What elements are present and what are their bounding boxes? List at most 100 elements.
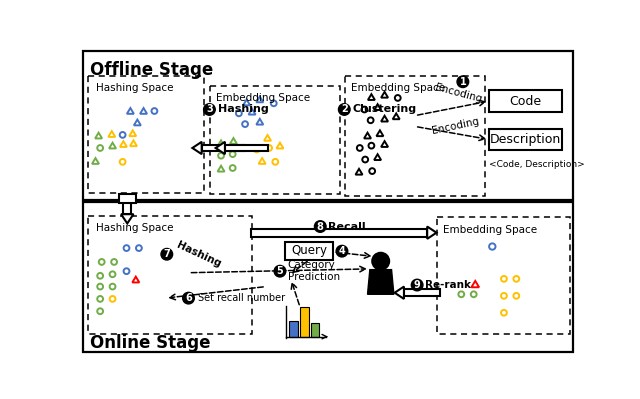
Polygon shape [218,166,225,172]
Circle shape [357,145,363,151]
Text: 6: 6 [185,293,192,303]
Polygon shape [250,229,428,237]
Text: Re-rank: Re-rank [425,280,471,290]
Circle shape [242,121,248,127]
Polygon shape [109,143,116,148]
Bar [88,216,252,334]
Text: Category
Prediction: Category Prediction [288,261,340,282]
Polygon shape [124,202,131,214]
Polygon shape [202,144,245,152]
Polygon shape [256,97,263,102]
Bar [489,129,562,150]
Bar [83,51,573,200]
Polygon shape [381,141,388,147]
Polygon shape [193,142,202,154]
Text: Description: Description [490,133,561,146]
Circle shape [274,265,286,277]
Polygon shape [120,141,127,147]
Circle shape [124,268,129,274]
Text: Embedding Space: Embedding Space [443,225,537,235]
Circle shape [471,291,477,297]
Circle shape [362,157,368,162]
Circle shape [97,145,103,151]
Polygon shape [127,108,134,114]
Text: 5: 5 [276,266,284,276]
Polygon shape [381,116,388,122]
Text: Hashing: Hashing [175,239,222,269]
Bar [210,86,340,194]
Polygon shape [95,133,102,138]
Bar [83,202,573,352]
Polygon shape [264,135,271,141]
Polygon shape [108,131,115,137]
Bar [285,242,333,260]
Bar [119,194,136,203]
Text: Hashing Space: Hashing Space [95,83,173,93]
Polygon shape [367,270,394,294]
Polygon shape [230,138,237,144]
Polygon shape [248,109,255,115]
Circle shape [501,276,507,282]
Circle shape [271,101,276,106]
Text: 9: 9 [413,280,420,290]
Bar [88,75,204,193]
Circle shape [372,253,389,270]
Circle shape [182,292,195,304]
Polygon shape [393,113,400,119]
Text: Clustering: Clustering [353,105,417,115]
Polygon shape [121,214,134,223]
Circle shape [97,296,103,302]
Circle shape [273,159,278,165]
Circle shape [254,146,260,152]
Circle shape [230,151,236,157]
Polygon shape [134,120,141,125]
Circle shape [109,296,115,302]
Circle shape [97,273,103,279]
Circle shape [109,271,115,277]
Circle shape [489,243,495,250]
Circle shape [120,159,125,165]
Polygon shape [225,144,268,152]
Text: 3: 3 [206,105,212,115]
Text: Embedding Space: Embedding Space [351,83,445,93]
Text: Hashing Space: Hashing Space [95,223,173,233]
Text: 2: 2 [341,105,348,115]
Polygon shape [374,154,381,160]
Circle shape [412,279,423,291]
Polygon shape [428,227,436,239]
Circle shape [266,145,272,151]
Circle shape [230,165,236,171]
Circle shape [97,308,103,314]
Circle shape [314,221,326,232]
Circle shape [395,95,401,101]
Circle shape [236,111,242,116]
Circle shape [513,276,519,282]
Bar [311,323,319,337]
Polygon shape [92,158,99,164]
Text: Encoding: Encoding [431,116,479,136]
Circle shape [120,132,125,138]
Circle shape [369,143,374,148]
Text: 1: 1 [460,77,466,87]
Text: Recall: Recall [328,221,365,231]
Polygon shape [259,158,266,164]
Text: <Code, Description>: <Code, Description> [489,160,585,168]
Polygon shape [129,130,136,136]
Polygon shape [364,133,371,138]
Text: Code: Code [509,95,541,107]
Text: 8: 8 [317,221,324,231]
Circle shape [136,245,142,251]
Text: Online Stage: Online Stage [90,334,211,352]
Polygon shape [140,108,147,114]
Circle shape [152,108,157,114]
Circle shape [111,259,117,265]
Polygon shape [130,140,137,146]
Text: Offline Stage: Offline Stage [90,61,213,79]
Bar [300,307,308,337]
Polygon shape [395,286,404,299]
Polygon shape [243,100,250,105]
Polygon shape [404,289,440,296]
Text: Set recall number: Set recall number [198,293,285,303]
Circle shape [457,76,468,87]
Text: Embedding Space: Embedding Space [216,93,310,103]
